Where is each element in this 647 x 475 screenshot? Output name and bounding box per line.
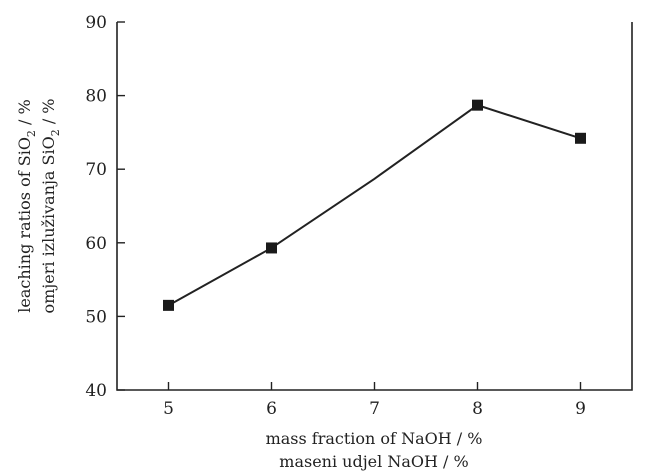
y-axis: 40 50 60 70 80 90 (85, 13, 125, 401)
plot-frame (116, 22, 633, 391)
y-axis-title-line-1: leaching ratios of SiO2 / % (15, 99, 38, 312)
x-tick-label: 7 (369, 399, 380, 419)
y-axis-title-line-2: omjeri izluživanja SiO2 / % (39, 98, 62, 313)
series-line (168, 104, 581, 307)
x-axis-title-line-1: mass fraction of NaOH / % (266, 429, 483, 448)
data-point-marker (266, 242, 277, 254)
y-tick-label: 90 (85, 13, 107, 33)
axes (116, 22, 633, 391)
y-tick-label: 70 (85, 160, 107, 180)
y-axis-title: leaching ratios of SiO2 / % omjeri izluž… (15, 98, 62, 313)
x-tick-label: 6 (266, 399, 277, 419)
x-tick-label: 8 (472, 399, 483, 419)
data-point-marker (575, 132, 586, 144)
x-axis: 5 6 7 8 9 (163, 382, 586, 419)
data-point-marker (163, 299, 174, 311)
y-tick-label: 50 (85, 307, 107, 327)
x-tick-label: 5 (163, 399, 174, 419)
series-group (163, 99, 586, 311)
x-axis-title: mass fraction of NaOH / % maseni udjel N… (266, 429, 483, 471)
y-tick-label: 40 (85, 381, 107, 401)
data-point-marker (472, 99, 483, 111)
y-tick-label: 60 (85, 234, 107, 254)
x-axis-title-line-2: maseni udjel NaOH / % (279, 452, 468, 471)
x-tick-label: 9 (575, 399, 586, 419)
y-tick-label: 80 (85, 87, 107, 107)
